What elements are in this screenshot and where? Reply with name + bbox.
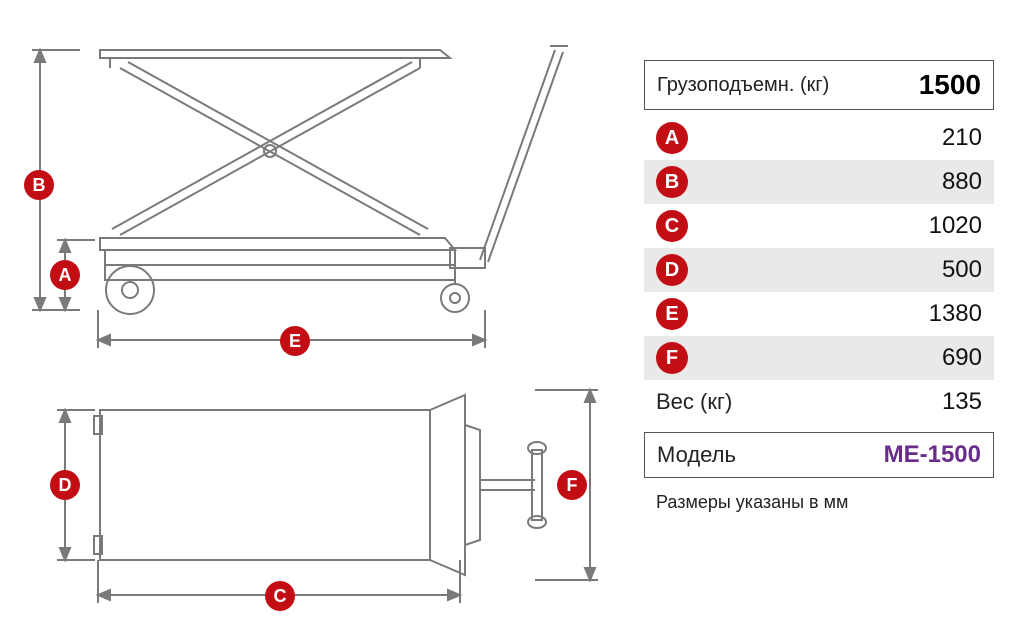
- dim-row-b: B 880: [644, 160, 994, 204]
- capacity-label: Грузоподъемн. (кг): [657, 74, 829, 97]
- model-label: Модель: [657, 442, 736, 468]
- dim-row-c: C 1020: [644, 204, 994, 248]
- dim-key-badge: E: [656, 298, 688, 330]
- dim-key-badge: C: [656, 210, 688, 242]
- dim-value: 1380: [696, 300, 982, 328]
- dim-key-badge: F: [656, 342, 688, 374]
- weight-label: Вес (кг): [656, 389, 732, 415]
- weight-value: 135: [732, 388, 982, 416]
- dim-row-a: A 210: [644, 116, 994, 160]
- dim-value: 1020: [696, 212, 982, 240]
- diagram-area: B A E D C F: [10, 10, 630, 626]
- dim-value: 880: [696, 168, 982, 196]
- dim-badge-c: C: [265, 581, 295, 611]
- dim-row-e: E 1380: [644, 292, 994, 336]
- dim-row-d: D 500: [644, 248, 994, 292]
- technical-drawing: [10, 10, 630, 626]
- dim-value: 690: [696, 344, 982, 372]
- dim-badge-f: F: [557, 470, 587, 500]
- capacity-value: 1500: [919, 69, 981, 101]
- dim-value: 500: [696, 256, 982, 284]
- dim-key-badge: A: [656, 122, 688, 154]
- spec-table: Грузоподъемн. (кг) 1500 A 210 B 880 C 1020 D 50…: [644, 60, 994, 513]
- model-value: ME-1500: [884, 441, 981, 469]
- dim-badge-d: D: [50, 470, 80, 500]
- dim-value: 210: [696, 124, 982, 152]
- model-row: Модель ME-1500: [644, 432, 994, 478]
- dim-row-f: F 690: [644, 336, 994, 380]
- dimension-rows: A 210 B 880 C 1020 D 500 E 1380 F 690: [644, 116, 994, 380]
- dim-key-badge: B: [656, 166, 688, 198]
- dim-badge-a: A: [50, 260, 80, 290]
- weight-row: Вес (кг) 135: [644, 380, 994, 424]
- dim-key-badge: D: [656, 254, 688, 286]
- dim-badge-b: B: [24, 170, 54, 200]
- units-footnote: Размеры указаны в мм: [644, 492, 994, 513]
- dim-badge-e: E: [280, 326, 310, 356]
- capacity-row: Грузоподъемн. (кг) 1500: [644, 60, 994, 110]
